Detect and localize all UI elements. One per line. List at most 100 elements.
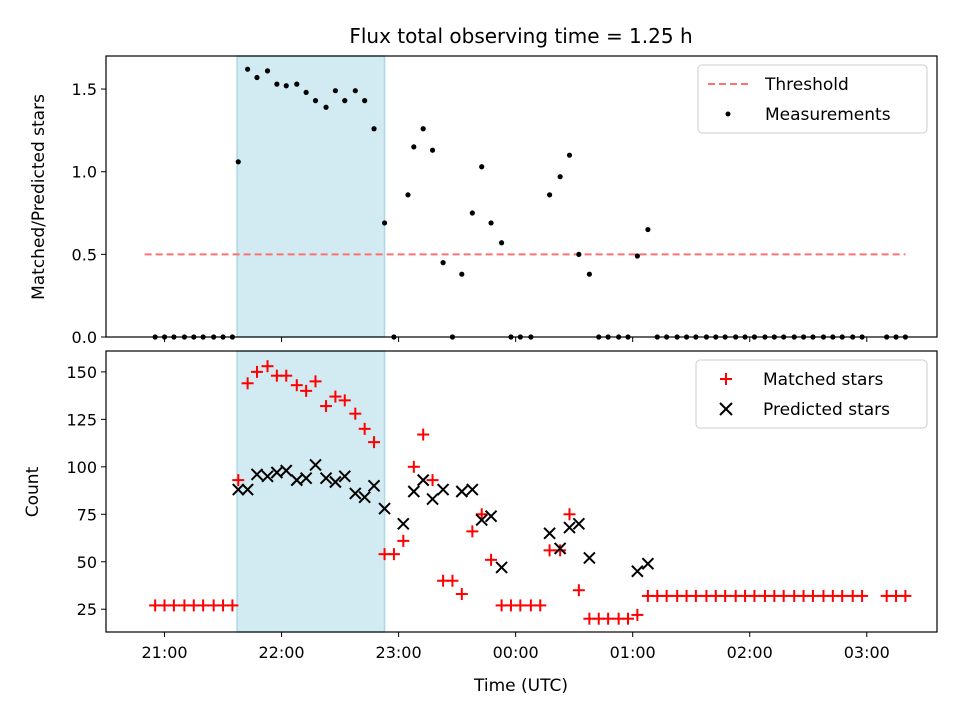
predicted-star-point — [358, 490, 371, 504]
measurement-point — [576, 251, 582, 257]
matched-star-point — [554, 544, 567, 557]
matched-star-point — [349, 407, 362, 420]
measurement-point — [371, 126, 377, 132]
predicted-star-point — [309, 458, 322, 472]
bottom-y-tick-label: 150 — [66, 363, 97, 382]
bottom-y-tick-label: 100 — [66, 458, 97, 477]
matched-star-point — [417, 428, 430, 441]
bottom-y-tick-label: 25 — [77, 600, 97, 619]
bottom-y-axis-label: Count — [23, 466, 43, 517]
predicted-star-point — [436, 483, 450, 496]
matched-star-point — [167, 599, 180, 612]
predicted-star-point — [329, 475, 342, 489]
legend-measurements-label: Measurements — [765, 105, 891, 125]
legend-measurements-swatch — [725, 111, 731, 117]
top-axes-frame — [105, 55, 938, 338]
observing-span-band — [236, 350, 386, 633]
measurement-point — [342, 98, 348, 104]
measurement-point — [264, 68, 271, 74]
predicted-star-point — [349, 487, 362, 500]
x-tick-label: 03:00 — [844, 643, 890, 662]
matched-star-point — [387, 548, 400, 561]
matched-star-point — [563, 508, 576, 521]
matched-star-point — [280, 369, 293, 382]
measurement-point — [283, 83, 289, 89]
x-tick-label: 00:00 — [493, 643, 539, 662]
top-legend: Threshold Measurements — [697, 64, 928, 134]
top-legend-frame — [697, 64, 928, 134]
matched-star-point — [543, 544, 556, 557]
x-tick-label: 21:00 — [141, 643, 187, 662]
bottom-legend: Matched stars Predicted stars — [695, 359, 928, 429]
chart-title: Flux total observing time = 1.25 h — [349, 24, 692, 48]
predicted-star-point — [484, 509, 498, 523]
legend-predicted-label: Predicted stars — [763, 400, 890, 420]
measurement-point — [479, 164, 485, 170]
matched-star-point — [660, 589, 673, 602]
top-x-ticks — [164, 337, 868, 342]
predicted-star-point — [466, 483, 479, 496]
bottom-y-tick-label: 50 — [77, 553, 97, 572]
matched-star-point — [197, 599, 210, 612]
predicted-star-point — [299, 472, 313, 485]
predicted-star-point — [280, 464, 293, 477]
measurement-point — [381, 220, 388, 226]
predicted-star-point — [250, 468, 264, 481]
matched-star-point — [338, 394, 351, 407]
top-y-tick-label: 1.5 — [72, 80, 97, 99]
predicted-star-point — [631, 565, 644, 578]
measurement-point — [303, 89, 309, 95]
matched-star-point — [309, 375, 322, 388]
matched-star-point — [572, 584, 585, 597]
predicted-star-point — [641, 557, 655, 570]
measurement-point — [254, 74, 260, 81]
predicted-star-point — [583, 551, 596, 565]
predicted-star-point — [572, 517, 586, 530]
predicted-star-point — [407, 485, 421, 498]
measurement-point — [274, 81, 280, 87]
measurement-point — [405, 192, 411, 198]
matched-star-point — [899, 589, 912, 602]
predicted-star-point — [338, 470, 351, 483]
predicted-star-point — [378, 502, 391, 515]
matched-star-point — [300, 384, 313, 397]
measurement-point — [294, 81, 300, 87]
top-y-tick-label: 0.5 — [72, 245, 97, 264]
x-tick-label: 23:00 — [376, 643, 422, 662]
matched-star-point — [320, 400, 333, 413]
predicted-star-point — [290, 473, 303, 487]
matched-star-point — [485, 553, 498, 566]
x-tick-label: 01:00 — [610, 643, 656, 662]
matched-star-point — [368, 436, 381, 449]
predicted-star-point — [543, 527, 556, 540]
matched-star-point — [290, 379, 303, 392]
measurement-point — [411, 144, 417, 150]
top-y-tick-label: 1.0 — [72, 163, 97, 182]
predicted-star-point — [455, 485, 469, 498]
matched-star-point — [622, 612, 635, 625]
predicted-star-point — [241, 483, 254, 496]
matched-star-point — [806, 589, 819, 602]
predicted-star-point — [261, 470, 274, 483]
bottom-y-tick-label: 75 — [77, 505, 97, 524]
measurement-point — [546, 192, 553, 198]
matched-star-point — [466, 525, 479, 538]
bottom-x-axis: 21:00 22:00 23:00 00:00 01:00 02:00 03:00 — [141, 632, 890, 662]
matched-star-point — [397, 534, 410, 547]
predicted-star-point — [232, 483, 245, 496]
matched-star-point — [689, 589, 702, 602]
predicted-star-point — [426, 492, 439, 506]
predicted-star-point — [495, 561, 508, 574]
measurement-point — [332, 88, 339, 94]
matched-star-point — [719, 589, 732, 602]
bottom-axes-frame — [105, 350, 938, 633]
predicted-star-point — [367, 479, 381, 493]
matched-star-point — [329, 390, 342, 403]
measurement-point — [459, 271, 465, 277]
predicted-star-point — [553, 542, 567, 555]
observing-span-band — [236, 55, 386, 338]
matched-star-point — [446, 574, 459, 587]
matched-star-point — [748, 589, 761, 602]
bottom-y-tick-label: 125 — [66, 410, 97, 429]
